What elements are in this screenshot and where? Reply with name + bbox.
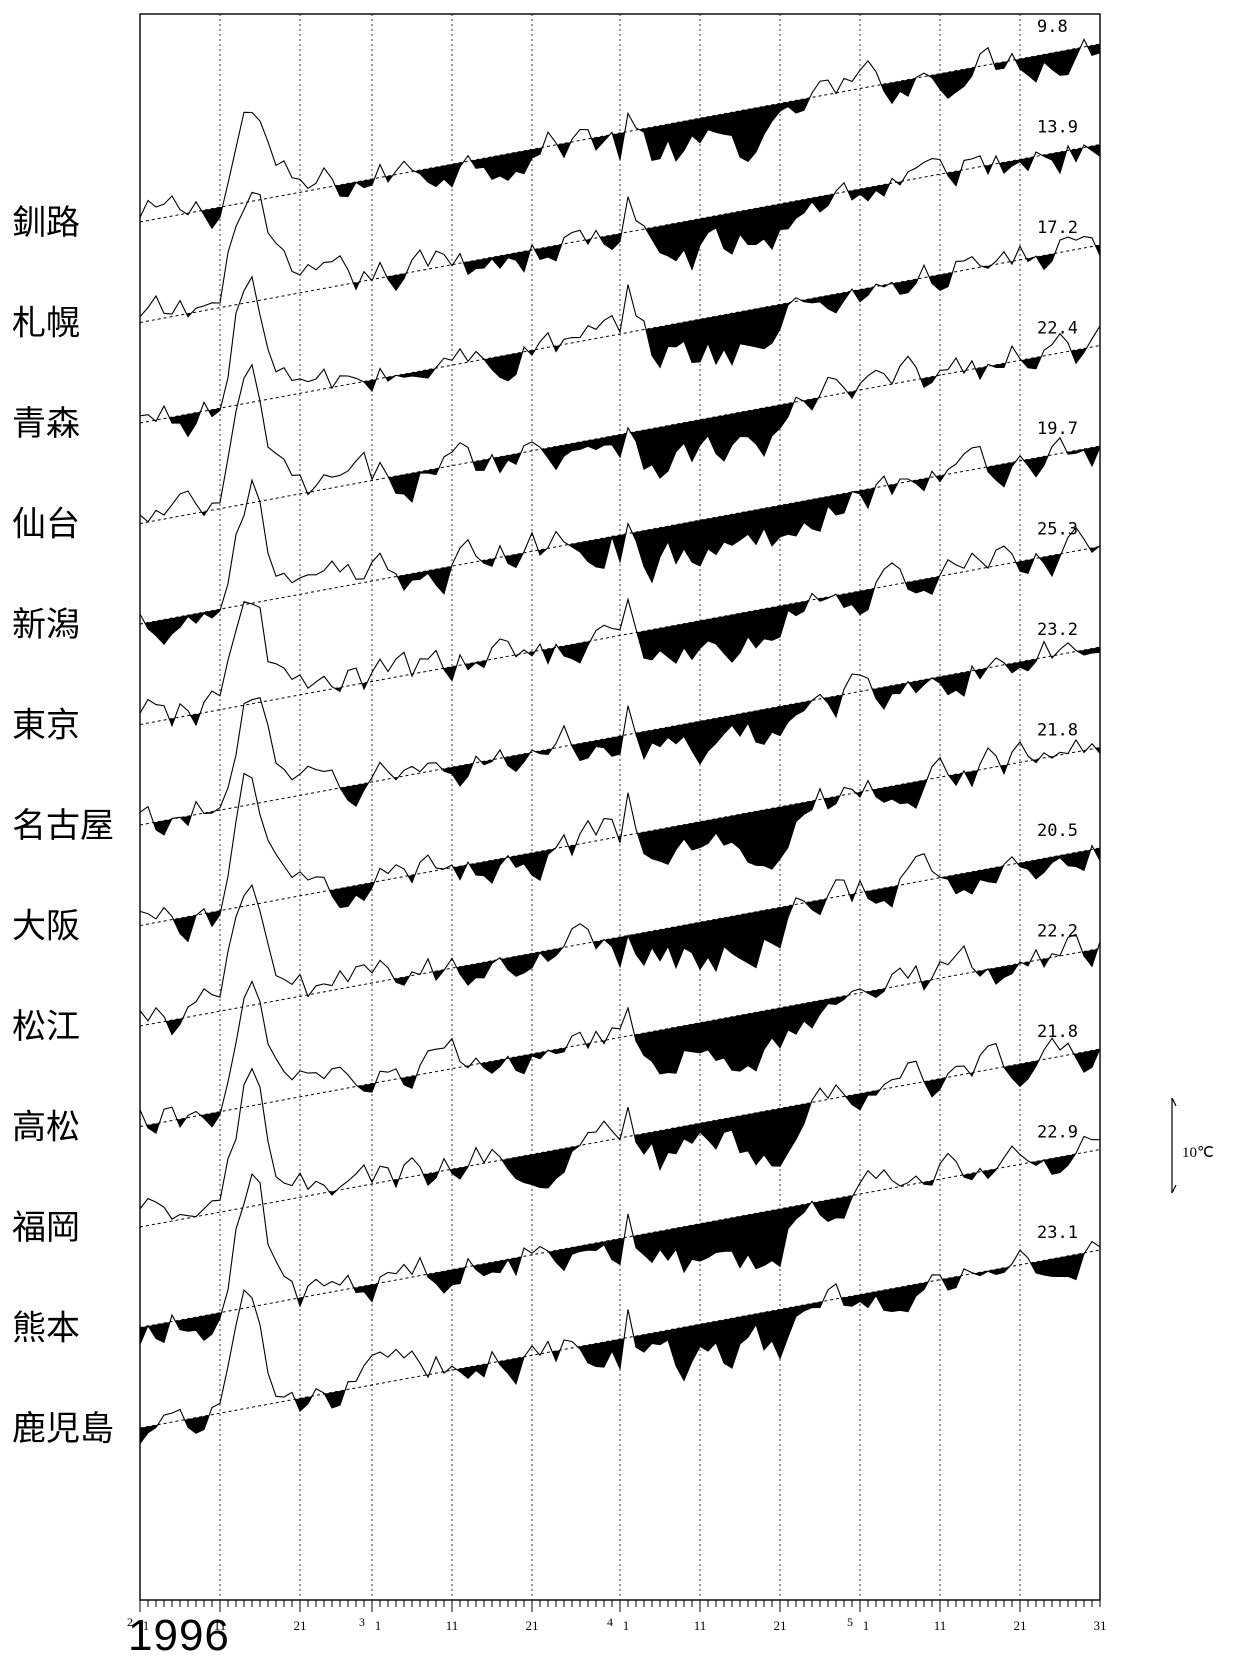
below-normal-fill — [201, 347, 1087, 516]
normal-line — [139, 144, 1101, 323]
series-1 — [139, 38, 1101, 230]
daily-temperature-line — [139, 844, 1101, 1036]
city-label: 大阪 — [12, 907, 80, 947]
end-value-label: 20.5 — [1037, 821, 1078, 841]
city-label: 松江 — [12, 1007, 80, 1047]
below-normal-fill — [154, 245, 1101, 437]
city-label: 鹿児島 — [12, 1409, 114, 1449]
end-value-label: 9.8 — [1037, 17, 1068, 37]
x-tick-label: 1 — [375, 1618, 382, 1633]
daily-temperature-line — [139, 1037, 1101, 1220]
year-label: 1996 — [128, 1611, 230, 1657]
below-normal-fill — [169, 546, 1099, 726]
end-value-label: 22.9 — [1037, 1123, 1078, 1143]
normal-line — [139, 1249, 1101, 1429]
daily-temperature-line — [139, 325, 1101, 523]
month-label: 2 — [127, 1615, 133, 1629]
x-tick-label: 11 — [694, 1618, 707, 1633]
scale-label: 10℃ — [1182, 1145, 1214, 1161]
normal-line — [139, 1149, 1101, 1328]
series-3 — [139, 235, 1101, 438]
below-normal-fill — [146, 948, 1098, 1134]
daily-temperature-line — [139, 738, 1101, 943]
series-6 — [139, 526, 1101, 728]
x-tick-label: 21 — [294, 1618, 307, 1633]
daily-temperature-line — [139, 526, 1101, 728]
series-13 — [139, 1240, 1101, 1444]
x-tick-label: 21 — [526, 1618, 539, 1633]
below-normal-fill — [153, 647, 1100, 835]
x-tick-label: 11 — [214, 1618, 227, 1633]
end-value-label: 23.2 — [1037, 620, 1078, 640]
city-label: 新潟 — [12, 605, 80, 645]
month-label: 3 — [359, 1615, 365, 1629]
daily-temperature-line — [139, 640, 1101, 836]
city-label: 釧路 — [12, 203, 80, 243]
city-label: 高松 — [12, 1108, 80, 1148]
normal-line — [139, 244, 1101, 424]
series-10 — [139, 933, 1101, 1135]
end-value-label: 17.2 — [1037, 218, 1078, 238]
end-value-label: 21.8 — [1037, 721, 1078, 741]
series-7 — [139, 640, 1101, 836]
x-tick-label: 31 — [1094, 1618, 1107, 1633]
daily-temperature-line — [139, 1240, 1101, 1444]
normal-line — [139, 847, 1101, 1027]
below-normal-fill — [140, 1252, 1085, 1444]
city-label: 名古屋 — [12, 806, 114, 846]
series-2 — [139, 144, 1101, 323]
daily-temperature-line — [139, 1135, 1100, 1345]
end-value-label: 13.9 — [1037, 118, 1078, 138]
month-label: 4 — [607, 1615, 613, 1629]
below-normal-fill — [166, 848, 1100, 1035]
normal-line — [139, 43, 1101, 223]
city-label: 福岡 — [12, 1208, 80, 1248]
city-label: 熊本 — [12, 1309, 80, 1349]
x-tick-label: 1 — [863, 1618, 870, 1633]
x-tick-label: 11 — [934, 1618, 947, 1633]
x-tick-label: 1 — [623, 1618, 630, 1633]
city-label: 東京 — [12, 706, 80, 746]
series-9 — [139, 844, 1101, 1036]
end-value-label: 21.8 — [1037, 1022, 1078, 1042]
normal-line — [139, 948, 1101, 1127]
end-value-label: 25.3 — [1037, 520, 1078, 540]
daily-temperature-line — [139, 38, 1101, 230]
daily-temperature-line — [139, 436, 1101, 645]
city-label: 札幌 — [12, 304, 80, 344]
below-normal-fill — [186, 144, 1100, 317]
end-value-label: 19.7 — [1037, 419, 1078, 439]
end-value-label: 22.4 — [1037, 319, 1078, 339]
normal-line — [139, 747, 1101, 926]
city-label: 青森 — [12, 404, 80, 444]
below-normal-fill — [140, 1154, 1076, 1345]
x-tick-label: 21 — [1014, 1618, 1027, 1633]
series-11 — [139, 1037, 1101, 1228]
daily-temperature-line — [139, 933, 1101, 1135]
end-value-label: 22.2 — [1037, 922, 1078, 942]
below-normal-fill — [186, 44, 1100, 229]
series-8 — [139, 738, 1101, 943]
scale-bar-tip — [1171, 1184, 1177, 1194]
normal-line — [139, 345, 1101, 524]
city-label: 仙台 — [12, 505, 80, 545]
x-tick-label: 21 — [774, 1618, 787, 1633]
daily-temperature-line — [139, 235, 1101, 438]
normal-line — [139, 646, 1101, 826]
below-normal-fill — [144, 446, 1101, 645]
scale-bar-tip — [1171, 1097, 1177, 1107]
series-5 — [139, 436, 1101, 645]
normal-line — [139, 546, 1101, 725]
x-tick-label: 11 — [446, 1618, 459, 1633]
x-tick-label: 1 — [143, 1618, 150, 1633]
series-4 — [139, 325, 1101, 524]
end-value-label: 23.1 — [1037, 1223, 1078, 1243]
normal-line — [139, 445, 1101, 625]
month-label: 5 — [847, 1615, 853, 1629]
series-12 — [139, 1135, 1101, 1345]
daily-temperature-line — [139, 144, 1101, 318]
